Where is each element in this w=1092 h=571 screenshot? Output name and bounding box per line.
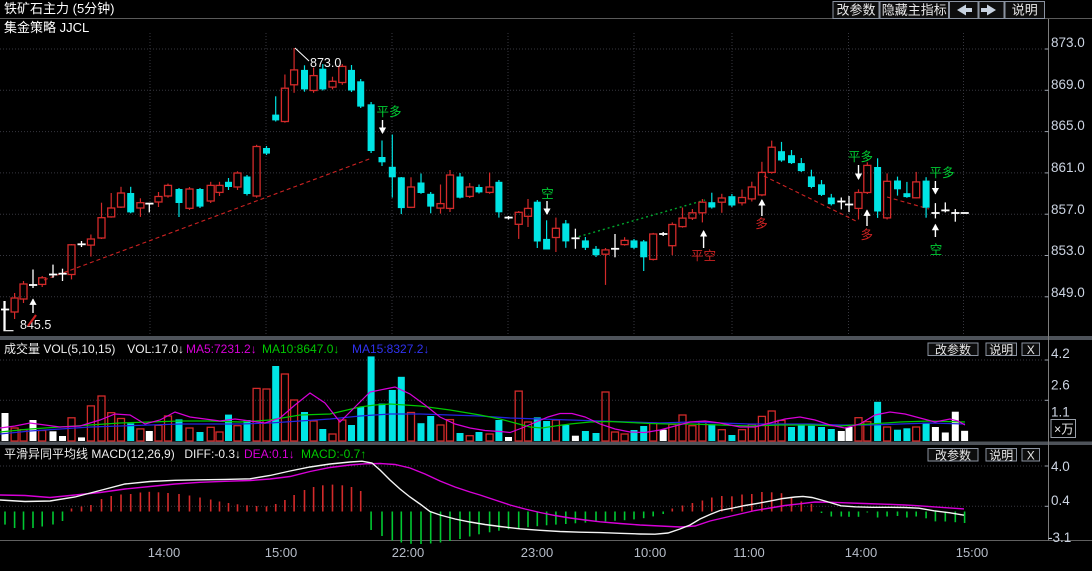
svg-text:平多: 平多: [376, 105, 401, 119]
svg-text:多: 多: [755, 217, 768, 231]
svg-text:隐藏主指标: 隐藏主指标: [882, 3, 947, 18]
svg-text:MA5:7231.2↓: MA5:7231.2↓: [186, 342, 257, 356]
svg-text:集金策略 JJCL: 集金策略 JJCL: [4, 20, 89, 35]
svg-text:1.1: 1.1: [1051, 405, 1070, 420]
svg-text:说明: 说明: [989, 447, 1013, 462]
svg-text:22:00: 22:00: [392, 545, 425, 560]
svg-text:MA15:8327.2↓: MA15:8327.2↓: [352, 342, 429, 356]
svg-text:说明: 说明: [989, 342, 1013, 357]
svg-text:成交量 VOL(5,10,15): 成交量 VOL(5,10,15): [4, 341, 115, 356]
svg-text:23:00: 23:00: [521, 545, 554, 560]
svg-text:空: 空: [541, 187, 554, 201]
svg-text:平空: 平空: [691, 249, 716, 263]
svg-text:873.0: 873.0: [310, 56, 341, 70]
svg-text:873.0: 873.0: [1051, 35, 1085, 50]
svg-text:14:00: 14:00: [148, 545, 181, 560]
svg-text:853.0: 853.0: [1051, 243, 1085, 258]
svg-text:14:00: 14:00: [845, 545, 878, 560]
svg-text:845.5: 845.5: [20, 318, 51, 332]
svg-text:857.0: 857.0: [1051, 202, 1085, 217]
svg-text:11:00: 11:00: [733, 545, 765, 560]
svg-text:改参数: 改参数: [935, 342, 971, 357]
svg-text:X: X: [1027, 448, 1035, 462]
svg-text:4.2: 4.2: [1051, 346, 1070, 361]
svg-text:×万: ×万: [1054, 423, 1074, 437]
svg-text:DIFF:-0.3↓: DIFF:-0.3↓: [184, 447, 241, 461]
svg-text:869.0: 869.0: [1051, 77, 1085, 92]
svg-text:说明: 说明: [1012, 3, 1038, 18]
svg-text:平滑异同平均线 MACD(12,26,9): 平滑异同平均线 MACD(12,26,9): [4, 447, 175, 461]
svg-text:15:00: 15:00: [265, 545, 298, 560]
svg-text:2.6: 2.6: [1051, 378, 1070, 393]
svg-text:10:00: 10:00: [634, 545, 667, 560]
svg-text:849.0: 849.0: [1051, 285, 1085, 300]
svg-text:铁矿石主力 (5分钟): 铁矿石主力 (5分钟): [4, 1, 115, 16]
svg-text:X: X: [1027, 343, 1035, 357]
svg-text:861.0: 861.0: [1051, 160, 1085, 175]
svg-text:改参数: 改参数: [935, 447, 971, 462]
svg-text:865.0: 865.0: [1051, 118, 1085, 133]
svg-text:DEA:0.1↓: DEA:0.1↓: [244, 447, 295, 461]
svg-text:0.4: 0.4: [1051, 493, 1070, 508]
svg-text:-3.1: -3.1: [1048, 530, 1071, 545]
svg-text:多: 多: [861, 228, 874, 242]
svg-text:平多: 平多: [929, 166, 954, 180]
svg-text:平多: 平多: [848, 150, 873, 164]
svg-text:15:00: 15:00: [956, 545, 989, 560]
svg-text:改参数: 改参数: [836, 3, 875, 18]
svg-text:空: 空: [930, 243, 943, 257]
svg-text:VOL:17.0↓: VOL:17.0↓: [127, 342, 184, 356]
svg-text:4.0: 4.0: [1051, 459, 1070, 474]
svg-text:MA10:8647.0↓: MA10:8647.0↓: [262, 342, 339, 356]
svg-text:MACD:-0.7↑: MACD:-0.7↑: [301, 447, 366, 461]
